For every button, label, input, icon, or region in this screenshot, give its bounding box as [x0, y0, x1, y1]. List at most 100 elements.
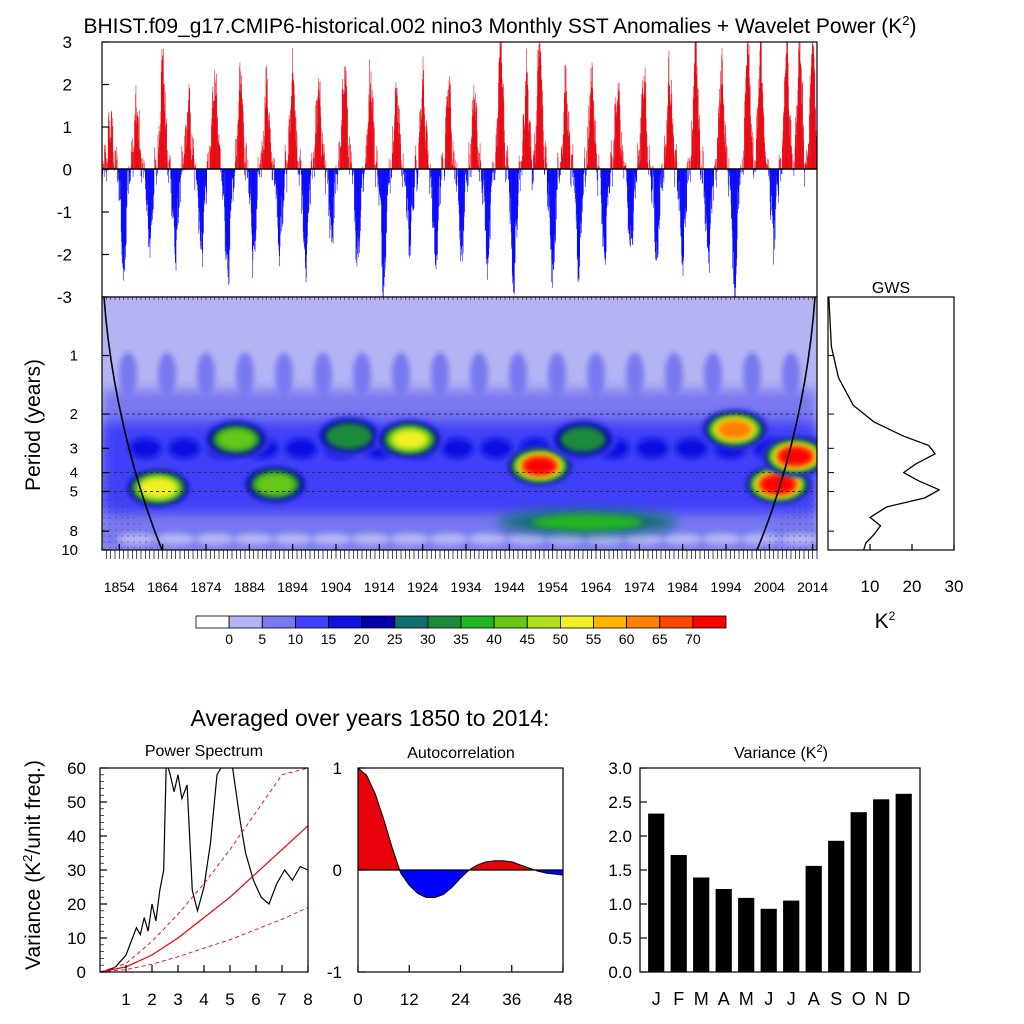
colorbar-box	[195, 615, 230, 629]
variance-x-label: A	[718, 989, 730, 1009]
wavelet-x-tick-label: 1884	[234, 579, 265, 595]
variance-x-label: O	[852, 989, 866, 1009]
wavelet-x-axis: 1854 1864 1874 1884 1894 1904 1914 1924 1934 1944…	[104, 544, 828, 595]
wavelet-patch	[168, 438, 201, 459]
wavelet-light-patch	[194, 533, 235, 546]
power-spectrum-y-tick-label: 0	[77, 963, 86, 982]
wavelet-y-tick-label: 10	[61, 542, 78, 559]
gws-x-tick-label: 30	[945, 577, 964, 596]
power-spectrum-series	[100, 825, 308, 972]
variance-x-label: J	[787, 989, 796, 1009]
wavelet-x-tick-label: 1954	[537, 579, 568, 595]
colorbar-label: 65	[652, 631, 668, 647]
power-spectrum-series	[100, 906, 308, 972]
power-spectrum-lines	[100, 768, 308, 972]
autocorrelation-line	[357, 767, 564, 898]
wavelet-x-tick-label: 1974	[624, 579, 655, 595]
wavelet-light-patch	[350, 533, 391, 546]
wavelet-power-contour	[560, 426, 606, 453]
power-spectrum-y-tick-label: 20	[67, 895, 86, 914]
autocorrelation-x-tick-label: 24	[451, 990, 470, 1009]
figure-title: BHIST.f09_g17.CMIP6-historical.002 nino3…	[83, 13, 916, 38]
variance-x-label: S	[830, 989, 842, 1009]
cone-left-stipple	[102, 470, 160, 550]
variance-y-tick-label: 3.0	[608, 759, 632, 778]
autocorrelation-x-tick-label: 48	[554, 990, 573, 1009]
autocorrelation-x-tick-label: 12	[400, 990, 419, 1009]
power-spectrum-x-tick-label: 3	[173, 990, 182, 1009]
wavelet-patch	[129, 438, 162, 459]
colorbar-label: 70	[685, 631, 701, 647]
power-spectrum-y-tick-label: 40	[67, 827, 86, 846]
power-spectrum-series	[100, 768, 308, 972]
wavelet-x-tick-label: 2004	[754, 579, 785, 595]
anomaly-bars	[102, 42, 817, 297]
colorbar-label: 50	[553, 631, 569, 647]
autocorrelation-y-tick-label: 1	[333, 759, 342, 778]
power-spectrum-y-tick-label: 60	[67, 759, 86, 778]
variance-bar	[648, 813, 665, 972]
anomaly-y-tick-label: -1	[57, 203, 72, 222]
power-spectrum-y-tick-label: 30	[67, 861, 86, 880]
wavelet-finger	[626, 352, 644, 397]
wavelet-power-contour	[523, 457, 557, 475]
variance-bar	[760, 908, 777, 972]
wavelet-x-tick-label: 1904	[320, 579, 351, 595]
autocorrelation-y-axis: 1 0 -1	[327, 759, 365, 982]
colorbar-label: 0	[225, 631, 233, 647]
wavelet-y-tick-label: 3	[70, 440, 78, 457]
anomaly-y-tick-label: -2	[57, 246, 72, 265]
wavelet-light-patch	[311, 533, 352, 546]
colorbar-box	[228, 615, 263, 629]
autocorrelation-y-tick-label: -1	[327, 963, 342, 982]
power-spectrum-y-label: Variance (K2/unit freq.)	[20, 760, 45, 970]
variance-x-label: F	[673, 989, 684, 1009]
colorbar-box	[261, 615, 296, 629]
power-spectrum-y-axis: 0 10 20 30 40 50 60	[67, 759, 107, 982]
cone-of-influence-left	[103, 297, 163, 550]
gws-panel: GWS 10 20 30 K2	[827, 280, 964, 633]
colorbar: 0 5 10 15 20 25 30 35 40 45 50 55 60 65 70	[195, 615, 727, 647]
wavelet-x-tick-label: 1914	[364, 579, 395, 595]
colorbar-box	[560, 615, 594, 629]
variance-bar	[738, 897, 755, 972]
wavelet-finger	[431, 352, 449, 397]
autocorrelation-title: Autocorrelation	[407, 745, 515, 762]
wavelet-y-tick-label: 2	[70, 406, 78, 423]
wavelet-finger	[743, 352, 761, 397]
wavelet-light-patch	[623, 533, 664, 546]
colorbar-box	[692, 615, 727, 629]
power-spectrum-y-tick-label: 50	[67, 793, 86, 812]
wavelet-x-tick-label: 1944	[494, 579, 525, 595]
wavelet-x-tick-label: 1854	[104, 579, 135, 595]
wavelet-finger	[587, 352, 605, 397]
wavelet-y-tick-label: 8	[70, 523, 78, 540]
colorbar-label: 30	[420, 631, 436, 647]
variance-x-label: J	[764, 989, 773, 1009]
colorbar-boxes	[195, 615, 727, 629]
wavelet-power-contour	[717, 419, 753, 440]
gws-line	[828, 296, 940, 551]
wavelet-power-contour	[760, 474, 796, 494]
gws-x-tick-label: 20	[903, 577, 922, 596]
variance-bar	[693, 877, 710, 972]
wavelet-light-patch	[584, 533, 625, 546]
autocorrelation-fill	[357, 767, 564, 898]
anomaly-panel: 3 2 1 0 -1 -2 -3	[57, 33, 818, 307]
colorbar-label: 5	[258, 631, 266, 647]
wavelet-patch	[675, 438, 708, 459]
variance-x-label: M	[694, 989, 709, 1009]
wavelet-light-patch	[467, 533, 508, 546]
wavelet-light-patch	[545, 533, 586, 546]
wavelet-patch	[480, 438, 513, 459]
colorbar-box	[460, 615, 495, 629]
autocorrelation-y-tick-label: 0	[333, 861, 342, 880]
variance-bar	[873, 799, 890, 972]
wavelet-finger	[119, 352, 137, 397]
colorbar-box	[593, 615, 627, 629]
anomaly-y-tick-label: -3	[57, 288, 72, 307]
colorbar-box	[493, 615, 528, 629]
colorbar-label: 60	[619, 631, 635, 647]
autocorrelation-x-tick-label: 0	[353, 990, 362, 1009]
